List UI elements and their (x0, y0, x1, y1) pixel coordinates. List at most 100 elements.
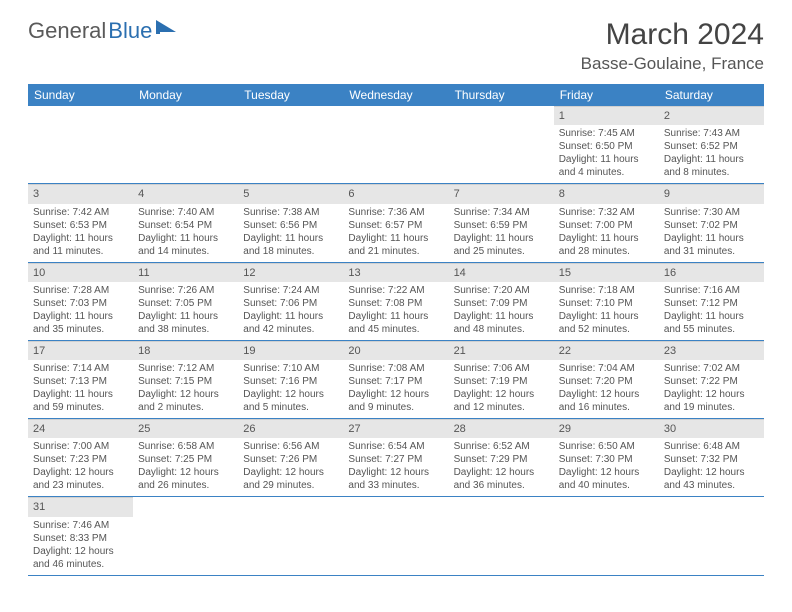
logo-text-2: Blue (108, 18, 152, 44)
title-block: March 2024 Basse-Goulaine, France (581, 18, 764, 74)
day-detail-line: Daylight: 12 hours (243, 466, 338, 479)
weekday-header: Saturday (659, 84, 764, 106)
day-details: Sunrise: 7:02 AMSunset: 7:22 PMDaylight:… (659, 360, 764, 418)
day-detail-line: and 38 minutes. (138, 323, 233, 336)
page-title: March 2024 (581, 18, 764, 52)
day-detail-line: Sunrise: 7:36 AM (348, 206, 443, 219)
calendar-day-cell: 15Sunrise: 7:18 AMSunset: 7:10 PMDayligh… (554, 262, 659, 340)
day-detail-line: Daylight: 11 hours (243, 232, 338, 245)
day-number: 30 (659, 419, 764, 438)
day-detail-line: and 25 minutes. (454, 245, 549, 258)
calendar-day-cell (133, 106, 238, 184)
calendar-day-cell: 11Sunrise: 7:26 AMSunset: 7:05 PMDayligh… (133, 262, 238, 340)
calendar-day-cell: 27Sunrise: 6:54 AMSunset: 7:27 PMDayligh… (343, 419, 448, 497)
day-details: Sunrise: 7:04 AMSunset: 7:20 PMDaylight:… (554, 360, 659, 418)
day-number: 15 (554, 263, 659, 282)
logo-flag-icon (156, 20, 178, 38)
day-detail-line: Daylight: 12 hours (664, 388, 759, 401)
day-detail-line: Sunrise: 7:34 AM (454, 206, 549, 219)
day-detail-line: Sunrise: 7:00 AM (33, 440, 128, 453)
day-detail-line: Sunrise: 7:04 AM (559, 362, 654, 375)
day-details: Sunrise: 7:30 AMSunset: 7:02 PMDaylight:… (659, 204, 764, 262)
day-details: Sunrise: 7:43 AMSunset: 6:52 PMDaylight:… (659, 125, 764, 183)
calendar-day-cell (343, 497, 448, 575)
calendar-day-cell (238, 106, 343, 184)
calendar-day-cell: 1Sunrise: 7:45 AMSunset: 6:50 PMDaylight… (554, 106, 659, 184)
day-number: 22 (554, 341, 659, 360)
day-detail-line: and 43 minutes. (664, 479, 759, 492)
day-detail-line: Daylight: 11 hours (243, 310, 338, 323)
day-detail-line: Sunset: 7:02 PM (664, 219, 759, 232)
day-details: Sunrise: 6:50 AMSunset: 7:30 PMDaylight:… (554, 438, 659, 496)
day-detail-line: and 5 minutes. (243, 401, 338, 414)
logo: GeneralBlue (28, 18, 178, 44)
day-detail-line: Sunrise: 7:20 AM (454, 284, 549, 297)
day-detail-line: Sunrise: 6:48 AM (664, 440, 759, 453)
day-detail-line: Sunset: 6:50 PM (559, 140, 654, 153)
day-detail-line: Daylight: 12 hours (559, 388, 654, 401)
day-detail-line: Daylight: 12 hours (33, 466, 128, 479)
day-detail-line: and 46 minutes. (33, 558, 128, 571)
day-number: 18 (133, 341, 238, 360)
day-detail-line: and 59 minutes. (33, 401, 128, 414)
calendar-week-row: 3Sunrise: 7:42 AMSunset: 6:53 PMDaylight… (28, 184, 764, 262)
day-detail-line: and 29 minutes. (243, 479, 338, 492)
day-detail-line: Sunset: 6:52 PM (664, 140, 759, 153)
day-detail-line: and 18 minutes. (243, 245, 338, 258)
calendar-day-cell: 23Sunrise: 7:02 AMSunset: 7:22 PMDayligh… (659, 340, 764, 418)
day-detail-line: Sunrise: 7:40 AM (138, 206, 233, 219)
day-detail-line: Daylight: 11 hours (33, 232, 128, 245)
calendar-day-cell (659, 497, 764, 575)
day-detail-line: Sunset: 7:03 PM (33, 297, 128, 310)
day-detail-line: Sunset: 7:12 PM (664, 297, 759, 310)
day-number: 7 (449, 184, 554, 203)
weekday-header-row: SundayMondayTuesdayWednesdayThursdayFrid… (28, 84, 764, 106)
day-detail-line: Sunrise: 6:54 AM (348, 440, 443, 453)
day-detail-line: Sunset: 6:54 PM (138, 219, 233, 232)
day-detail-line: Sunrise: 7:18 AM (559, 284, 654, 297)
day-details: Sunrise: 7:38 AMSunset: 6:56 PMDaylight:… (238, 204, 343, 262)
day-detail-line: Sunset: 7:25 PM (138, 453, 233, 466)
day-number: 19 (238, 341, 343, 360)
day-detail-line: Sunset: 7:09 PM (454, 297, 549, 310)
day-detail-line: Daylight: 12 hours (243, 388, 338, 401)
calendar-day-cell: 14Sunrise: 7:20 AMSunset: 7:09 PMDayligh… (449, 262, 554, 340)
day-number: 23 (659, 341, 764, 360)
day-detail-line: and 31 minutes. (664, 245, 759, 258)
day-detail-line: Daylight: 12 hours (138, 466, 233, 479)
day-detail-line: Daylight: 11 hours (33, 310, 128, 323)
day-details: Sunrise: 7:40 AMSunset: 6:54 PMDaylight:… (133, 204, 238, 262)
day-detail-line: and 11 minutes. (33, 245, 128, 258)
day-detail-line: Sunset: 6:57 PM (348, 219, 443, 232)
day-detail-line: Daylight: 12 hours (33, 545, 128, 558)
day-detail-line: and 26 minutes. (138, 479, 233, 492)
calendar-day-cell: 10Sunrise: 7:28 AMSunset: 7:03 PMDayligh… (28, 262, 133, 340)
day-detail-line: and 28 minutes. (559, 245, 654, 258)
day-detail-line: Sunrise: 7:38 AM (243, 206, 338, 219)
calendar-week-row: 10Sunrise: 7:28 AMSunset: 7:03 PMDayligh… (28, 262, 764, 340)
day-detail-line: Sunset: 7:05 PM (138, 297, 233, 310)
day-detail-line: and 19 minutes. (664, 401, 759, 414)
day-detail-line: Sunset: 7:29 PM (454, 453, 549, 466)
calendar-day-cell: 17Sunrise: 7:14 AMSunset: 7:13 PMDayligh… (28, 340, 133, 418)
day-detail-line: Daylight: 11 hours (559, 153, 654, 166)
logo-text-1: General (28, 18, 106, 44)
day-detail-line: Daylight: 11 hours (348, 232, 443, 245)
day-detail-line: Daylight: 11 hours (559, 310, 654, 323)
day-number: 10 (28, 263, 133, 282)
day-detail-line: and 45 minutes. (348, 323, 443, 336)
day-number: 16 (659, 263, 764, 282)
day-detail-line: and 23 minutes. (33, 479, 128, 492)
day-details: Sunrise: 6:52 AMSunset: 7:29 PMDaylight:… (449, 438, 554, 496)
calendar-day-cell: 25Sunrise: 6:58 AMSunset: 7:25 PMDayligh… (133, 419, 238, 497)
day-detail-line: Sunrise: 7:30 AM (664, 206, 759, 219)
day-detail-line: Daylight: 11 hours (664, 310, 759, 323)
day-detail-line: and 33 minutes. (348, 479, 443, 492)
day-detail-line: and 8 minutes. (664, 166, 759, 179)
day-detail-line: Sunset: 7:30 PM (559, 453, 654, 466)
day-details: Sunrise: 7:00 AMSunset: 7:23 PMDaylight:… (28, 438, 133, 496)
calendar-week-row: 31Sunrise: 7:46 AMSunset: 8:33 PMDayligh… (28, 497, 764, 575)
day-detail-line: and 42 minutes. (243, 323, 338, 336)
calendar-day-cell (28, 106, 133, 184)
day-detail-line: Daylight: 12 hours (348, 388, 443, 401)
